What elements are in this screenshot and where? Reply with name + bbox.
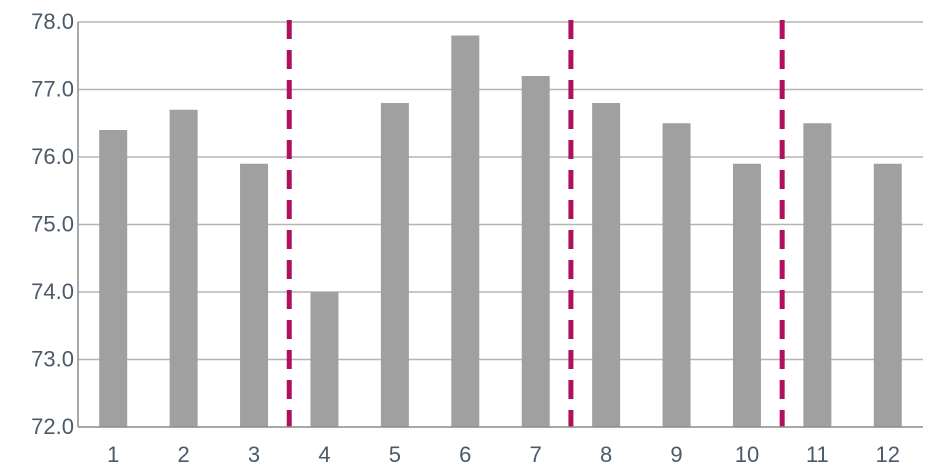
y-tick-labels: 72.0 73.0 74.0 75.0 76.0 77.0 78.0: [31, 9, 74, 439]
bar-11: [803, 123, 832, 427]
y-tick-label: 77.0: [31, 77, 74, 102]
y-tick-label: 75.0: [31, 212, 74, 237]
x-tick-label: 1: [107, 442, 119, 467]
bars: [99, 35, 902, 427]
y-tick-label: 74.0: [31, 279, 74, 304]
bar-1: [99, 130, 128, 427]
y-tick-label: 72.0: [31, 414, 74, 439]
x-tick-label: 3: [248, 442, 260, 467]
bar-3: [240, 163, 269, 427]
y-tick-label: 78.0: [31, 9, 74, 34]
x-tick-label: 11: [806, 442, 829, 467]
bar-8: [592, 103, 621, 427]
x-tick-label: 2: [178, 442, 190, 467]
x-tick-label: 6: [459, 442, 471, 467]
bar-9: [662, 123, 691, 427]
x-tick-labels: 1 2 3 4 5 6 7 8 9 10 11 12: [107, 442, 900, 467]
x-tick-label: 4: [318, 442, 330, 467]
bar-2: [169, 109, 198, 427]
x-tick-label: 8: [600, 442, 612, 467]
bar-12: [873, 163, 902, 427]
x-tick-label: 9: [670, 442, 682, 467]
y-tick-label: 73.0: [31, 347, 74, 372]
bar-10: [732, 163, 761, 427]
bar-4: [310, 292, 339, 427]
bar-5: [380, 103, 409, 427]
bar-6: [451, 35, 480, 427]
x-tick-label: 5: [389, 442, 401, 467]
bar-7: [521, 76, 550, 427]
gridlines: [78, 21, 923, 361]
y-tick-label: 76.0: [31, 144, 74, 169]
reference-lines: [286, 20, 785, 427]
axes: [77, 22, 923, 428]
x-tick-label: 12: [876, 442, 900, 467]
x-tick-label: 7: [530, 442, 542, 467]
x-tick-label: 10: [735, 442, 759, 467]
